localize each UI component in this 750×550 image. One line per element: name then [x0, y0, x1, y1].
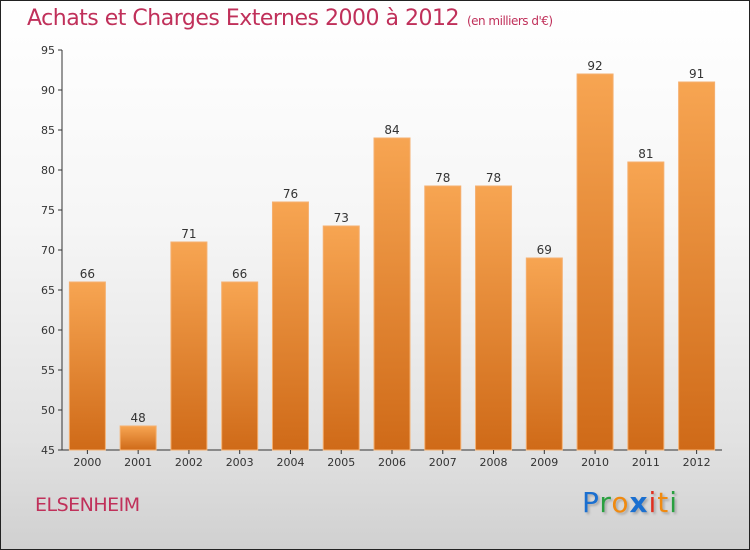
y-tick-label: 65	[41, 284, 55, 297]
bar-2008	[475, 185, 513, 451]
bar-2012	[678, 81, 716, 451]
y-tick-label: 60	[41, 324, 55, 337]
title-text: Achats et Charges Externes 2000 à 2012	[27, 6, 459, 31]
bar-2000	[68, 281, 106, 451]
x-tick-label: 2004	[276, 456, 304, 469]
x-tick-label: 2006	[378, 456, 406, 469]
value-label: 78	[486, 171, 501, 185]
bar-2007	[424, 185, 462, 451]
bar-2004	[271, 201, 309, 451]
unit-label: (en milliers d'€)	[466, 14, 553, 28]
value-label: 66	[232, 267, 247, 281]
value-label: 69	[537, 243, 552, 257]
x-tick-label: 2003	[226, 456, 254, 469]
y-tick-label: 45	[41, 444, 55, 457]
bar-2011	[627, 161, 665, 451]
bar-2010	[576, 73, 614, 451]
value-label: 84	[384, 123, 399, 137]
commune-name: ELSENHEIM	[35, 494, 140, 516]
x-tick-label: 2000	[73, 456, 101, 469]
y-tick-label: 85	[41, 124, 55, 137]
y-tick-label: 95	[41, 44, 55, 57]
x-tick-label: 2001	[124, 456, 152, 469]
x-tick-label: 2009	[530, 456, 558, 469]
bar-2006	[373, 137, 411, 451]
value-label: 76	[283, 187, 298, 201]
y-tick-label: 90	[41, 84, 55, 97]
bar-2009	[525, 257, 563, 451]
value-label: 92	[587, 59, 602, 73]
value-label: 81	[638, 147, 653, 161]
y-tick-label: 75	[41, 204, 55, 217]
value-label: 91	[689, 67, 704, 81]
x-tick-label: 2007	[429, 456, 457, 469]
bar-2001	[119, 425, 157, 451]
y-tick-label: 55	[41, 364, 55, 377]
bar-2005	[322, 225, 360, 451]
x-tick-label: 2002	[175, 456, 203, 469]
value-label: 71	[181, 227, 196, 241]
x-tick-label: 2010	[581, 456, 609, 469]
y-tick-label: 50	[41, 404, 55, 417]
value-label: 48	[131, 411, 146, 425]
x-tick-label: 2008	[480, 456, 508, 469]
bar-2002	[170, 241, 208, 451]
y-tick-label: 80	[41, 164, 55, 177]
proxiti-logo: Proxiti	[582, 486, 679, 519]
value-label: 73	[334, 211, 349, 225]
y-tick-label: 70	[41, 244, 55, 257]
x-tick-label: 2011	[632, 456, 660, 469]
chart-title: Achats et Charges Externes 2000 à 2012 (e…	[27, 6, 553, 31]
bar-2003	[221, 281, 259, 451]
value-label: 66	[80, 267, 95, 281]
x-tick-label: 2005	[327, 456, 355, 469]
value-label: 78	[435, 171, 450, 185]
x-tick-label: 2012	[683, 456, 711, 469]
